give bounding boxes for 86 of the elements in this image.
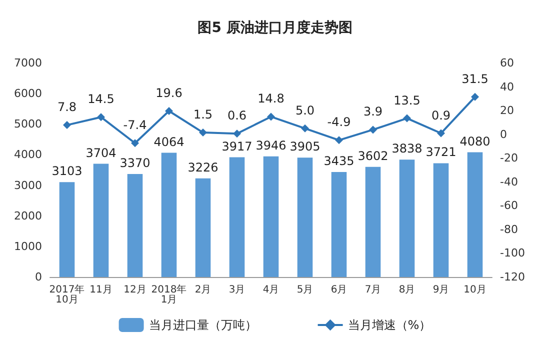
chart-title: 图5 原油进口月度走势图 [198,19,352,36]
x-tick-label: 12月 [124,284,146,296]
data-label: 3905 [290,140,320,154]
y-tick-label: 2000 [14,209,42,222]
data-label: 3721 [426,145,456,160]
y2-tick-label: -120 [500,270,525,284]
y2-tick-label: -60 [500,199,518,212]
data-label: 7.8 [57,100,77,114]
point [335,136,343,144]
x-tick-label: 10月 [464,284,486,296]
x-tick-label: 5月 [296,284,314,296]
bar [161,152,177,277]
x-tick-label: 6月 [330,284,348,296]
y-tick-label: 7000 [14,56,42,70]
data-label: 3917 [222,139,252,154]
point [403,114,411,122]
data-label: 13.5 [394,93,420,108]
point [233,130,241,138]
data-label: 3602 [358,148,388,163]
x-tick-label: 3月 [228,284,246,296]
point [267,112,275,121]
x-tick-label: 4月 [262,284,280,296]
data-label: 14.8 [258,92,284,106]
data-label: -7.4 [123,118,147,132]
data-label: -4.9 [327,115,351,130]
point [63,121,71,130]
y-tick-label: 5000 [14,118,42,131]
point [199,128,207,137]
bar [433,163,449,277]
bar [127,174,143,277]
data-label: 19.6 [156,86,182,100]
x-tick-label: 2月 [194,284,212,296]
point [301,124,309,132]
bar [263,156,279,277]
point [369,126,377,134]
data-label: 0.9 [431,108,451,122]
x-tick-label: 8月 [398,284,416,296]
data-label: 3704 [86,146,116,160]
legend-label: 当月增速（%） [348,318,432,332]
y-tick-label: 3000 [14,178,42,192]
y2-tick-label: -40 [500,175,518,188]
y2-tick-label: 0 [500,128,507,141]
data-label: 31.5 [462,72,488,86]
bar [331,172,347,277]
point [165,107,173,116]
legend-label: 当月进口量（万吨） [148,318,257,332]
data-label: 3103 [52,164,82,178]
data-label: 4080 [460,134,490,148]
data-label: 3370 [120,156,150,170]
data-label: 3838 [392,142,422,156]
y2-tick-label: 40 [500,80,514,94]
y-tick-label: 4000 [14,148,42,162]
y2-tick-label: 20 [500,104,514,118]
x-tick-label: 2018年 1月 [151,284,187,306]
data-label: 4064 [154,134,184,149]
bar [59,182,75,277]
data-label: 3.9 [363,104,383,119]
bar [93,164,109,277]
x-tick-label: 11月 [90,284,112,296]
bar [467,152,483,277]
y2-tick-label: -80 [500,222,518,236]
data-label: 0.6 [227,108,247,123]
bar [365,166,381,277]
y-tick-label: 0 [35,270,42,284]
bar [297,158,313,277]
point [437,129,445,138]
y2-tick-label: 60 [500,56,514,70]
data-label: 3226 [188,160,218,174]
data-label: 14.5 [88,92,114,106]
data-label: 5.0 [295,103,315,118]
bar [195,178,211,277]
data-label: 1.5 [193,108,213,122]
point [97,113,105,122]
bar [229,157,245,277]
x-tick-label: 2017年 10月 [49,284,85,306]
x-tick-label: 9月 [432,284,450,296]
y-tick-label: 6000 [14,87,42,100]
y2-tick-label: -20 [500,152,518,165]
y2-tick-label: -100 [500,246,525,260]
data-label: 3946 [256,138,286,152]
point [471,92,479,101]
bar [399,160,415,277]
point [131,139,139,148]
data-label: 3435 [324,154,354,168]
y-tick-label: 1000 [14,240,42,253]
x-tick-label: 7月 [364,284,382,296]
